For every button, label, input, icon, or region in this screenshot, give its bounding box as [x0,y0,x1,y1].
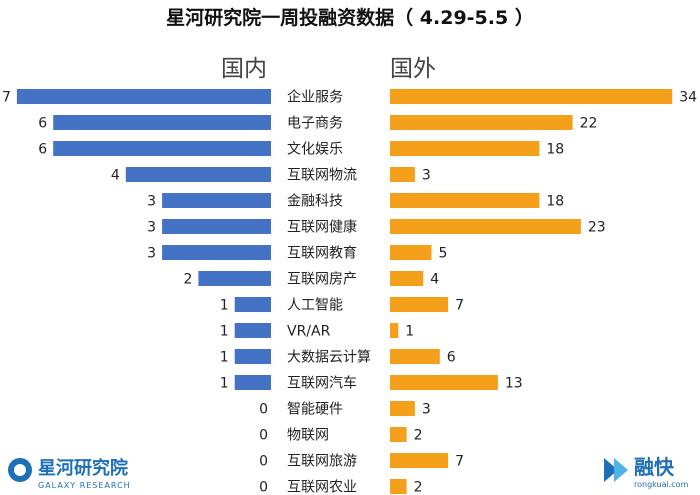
value-label-foreign: 2 [414,428,423,444]
value-label-domestic: 1 [220,376,229,392]
category-label: 物联网 [287,428,329,444]
bar-foreign [390,349,440,364]
bar-domestic [53,115,272,130]
category-label: 互联网教育 [287,246,357,262]
value-label-domestic: 0 [259,428,268,444]
value-label-foreign: 2 [414,480,423,495]
category-label: 互联网房产 [287,272,357,288]
value-label-domestic: 3 [147,194,156,210]
value-label-domestic: 2 [183,272,192,288]
bar-foreign [390,245,432,260]
value-label-foreign: 22 [580,116,598,132]
bar-domestic [234,297,271,312]
bar-foreign [390,323,399,338]
value-label-foreign: 34 [679,90,697,106]
category-label: 互联网物流 [287,168,357,184]
bar-domestic [16,89,272,104]
category-label: 电子商务 [287,116,343,132]
bar-foreign [390,89,673,104]
bar-foreign [390,401,415,416]
value-label-domestic: 0 [259,402,268,418]
value-label-domestic: 4 [111,168,120,184]
value-label-foreign: 18 [546,142,564,158]
value-label-domestic: 1 [220,298,229,314]
bar-foreign [390,141,540,156]
value-label-foreign: 7 [455,298,464,314]
rongkuai-logo-icon [604,458,618,482]
galaxy-logo-text: 星河研究院 [38,457,128,479]
value-label-domestic: 0 [259,454,268,470]
bar-foreign [390,193,540,208]
galaxy-logo-subtext: GALAXY RESEARCH [38,481,131,490]
bar-domestic [234,375,271,390]
value-label-domestic: 1 [220,324,229,340]
bar-foreign [390,375,498,390]
value-label-domestic: 3 [147,220,156,236]
category-label: 互联网汽车 [287,375,357,392]
bar-foreign [390,297,449,312]
value-label-foreign: 23 [588,220,606,236]
category-label: 智能硬件 [287,402,343,418]
category-label: 互联网健康 [287,219,357,236]
category-label: 企业服务 [287,89,343,106]
value-label-domestic: 6 [38,116,47,132]
value-label-foreign: 3 [422,168,431,184]
bar-foreign [390,479,407,494]
value-label-domestic: 7 [2,90,11,106]
series-header-domestic: 国内 [221,56,267,82]
category-label: 金融科技 [287,194,343,210]
value-label-domestic: 0 [259,480,268,495]
bars-group: 7 企业服务 346 电子商务 226 文化娱乐 184 互联网物流 33 金融科技 183 互联网健… [2,89,697,495]
bar-foreign [390,271,424,286]
value-label-foreign: 3 [422,402,431,418]
bar-foreign [390,427,407,442]
bar-domestic [162,219,271,234]
bar-domestic [234,349,271,364]
value-label-foreign: 4 [430,272,439,288]
value-label-foreign: 6 [447,350,456,366]
galaxy-logo-icon-inner [14,464,26,476]
value-label-foreign: 1 [405,324,414,340]
value-label-domestic: 1 [220,350,229,366]
bar-foreign [390,115,573,130]
bar-domestic [162,193,271,208]
value-label-foreign: 5 [439,246,448,262]
category-label: 人工智能 [287,298,343,314]
bar-domestic [198,271,271,286]
value-label-domestic: 3 [147,246,156,262]
value-label-foreign: 13 [505,376,523,392]
category-label: VR/AR [287,324,331,340]
bar-foreign [390,219,581,234]
rongkuai-logo-subtext: rongkuai.com [634,480,689,489]
galaxy-research-logo: 星河研究院 GALAXY RESEARCH [8,457,131,490]
rongkuai-logo-text: 融快 [634,455,675,479]
bar-foreign [390,453,449,468]
chart-title: 星河研究院一周投融资数据（ 4.29-5.5 ） [166,6,534,29]
rongkuai-logo: 融快 rongkuai.com [604,455,689,489]
bar-foreign [390,167,415,182]
series-header-foreign: 国外 [390,56,436,82]
value-label-foreign: 18 [546,194,564,210]
bar-domestic [234,323,271,338]
rongkuai-logo-icon-2 [614,458,628,482]
bar-domestic [125,167,271,182]
category-label: 大数据云计算 [287,350,371,366]
category-label: 互联网农业 [287,480,357,495]
bar-domestic [162,245,271,260]
bar-domestic [53,141,272,156]
value-label-foreign: 7 [455,454,464,470]
category-label: 互联网旅游 [287,454,357,470]
category-label: 文化娱乐 [287,142,343,158]
value-label-domestic: 6 [38,142,47,158]
